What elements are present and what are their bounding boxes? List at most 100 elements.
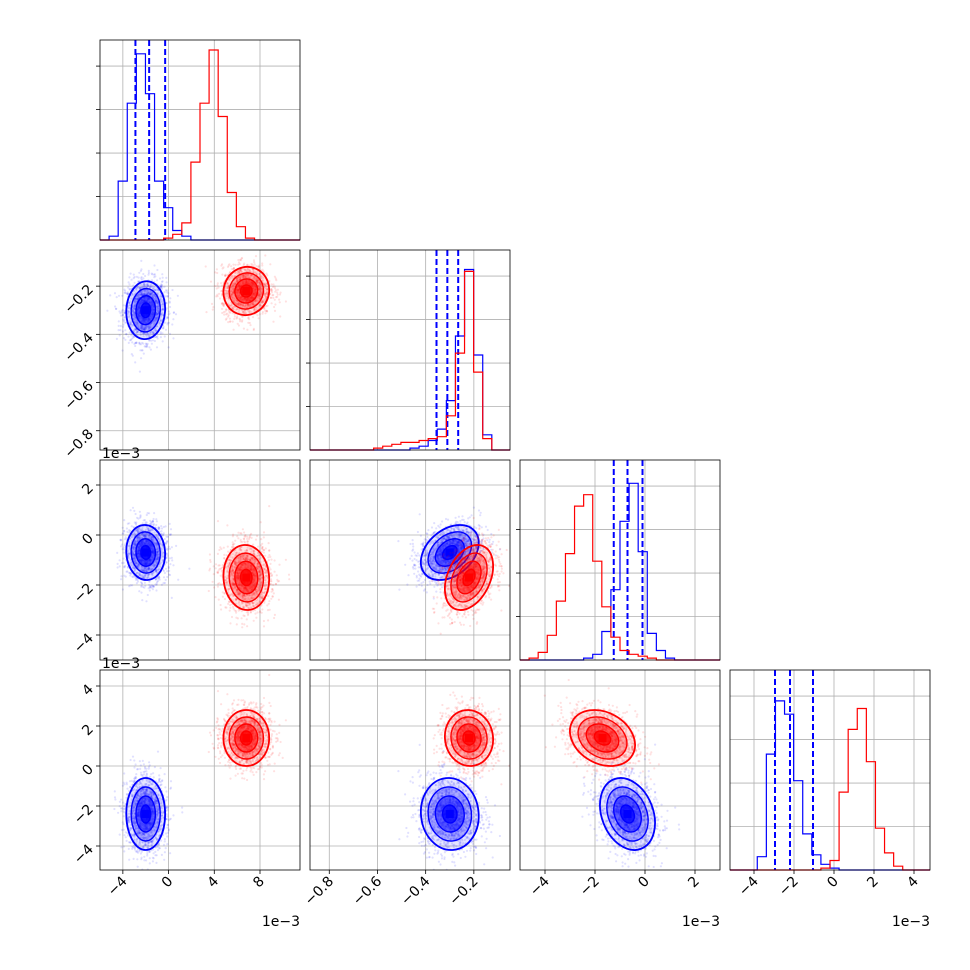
scatter-point (245, 299, 248, 302)
scatter-point (147, 297, 151, 300)
scatter-point (253, 284, 256, 287)
scatter-point (126, 306, 130, 309)
scatter-point (274, 277, 277, 280)
scatter-point (147, 319, 150, 322)
scatter-point (117, 324, 120, 327)
scatter-point (265, 285, 268, 288)
scatter-point (140, 300, 143, 303)
scatter-point (138, 302, 141, 305)
scatter-point (243, 312, 246, 315)
scatter-point (168, 312, 171, 315)
scatter-point (137, 305, 140, 308)
scatter-point (167, 292, 170, 295)
scatter-point (148, 300, 152, 303)
scatter-point (162, 327, 165, 330)
scatter-point (255, 298, 258, 301)
scatter-point (138, 296, 141, 299)
scatter-point (215, 295, 218, 298)
scatter-point (146, 298, 149, 302)
scatter-point (151, 310, 154, 313)
scatter-point (137, 295, 140, 298)
scatter-point (146, 342, 149, 345)
scatter-point (118, 559, 121, 562)
scatter-point (227, 309, 231, 312)
scatter-point (140, 302, 143, 305)
scatter-point (139, 333, 142, 336)
scatter-point (216, 293, 219, 296)
scatter-point (152, 304, 155, 307)
scatter-point (155, 317, 158, 320)
scatter-point (154, 275, 157, 278)
scatter-point (272, 320, 275, 323)
scatter-point (129, 322, 133, 326)
scatter-point (130, 323, 133, 326)
scatter-point (147, 273, 150, 276)
scatter-point (147, 297, 150, 300)
scatter-point (138, 301, 141, 304)
scatter-point (133, 281, 136, 284)
scatter-point (130, 353, 133, 356)
scatter-point (152, 311, 155, 314)
scatter-point (155, 318, 158, 321)
scatter-point (252, 292, 255, 296)
scatter-point (141, 320, 144, 323)
scatter-point (152, 308, 155, 312)
scatter-point (155, 313, 159, 316)
scatter-point (138, 315, 141, 318)
scatter-point (239, 285, 242, 288)
scatter-point (128, 307, 131, 310)
scatter-point (144, 326, 147, 329)
scatter-point (153, 339, 156, 343)
scatter-point (154, 321, 157, 324)
scatter-point (141, 341, 144, 344)
scatter-point (154, 317, 157, 320)
scatter-point (145, 297, 148, 300)
scatter-point (121, 309, 124, 312)
scatter-point (236, 322, 239, 325)
scatter-point (113, 292, 117, 295)
scatter-point (145, 291, 149, 294)
scatter-point (246, 268, 249, 271)
scatter-point (131, 336, 134, 339)
scatter-point (151, 315, 154, 318)
scatter-point (130, 334, 133, 337)
scatter-point (165, 276, 168, 279)
scatter-point (156, 335, 159, 338)
scatter-point (143, 321, 146, 324)
scatter-point (135, 331, 138, 334)
scatter-point (151, 313, 154, 316)
scatter-point (124, 338, 127, 341)
scatter-point (156, 305, 159, 308)
scatter-point (120, 314, 123, 317)
scatter-point (156, 309, 159, 313)
scatter-point (172, 564, 175, 567)
scatter-point (134, 287, 137, 290)
scatter-point (229, 606, 232, 609)
scatter-point (150, 300, 154, 303)
scatter-point (142, 277, 145, 280)
scatter-point (163, 291, 166, 294)
scatter-point (147, 317, 150, 321)
scatter-point (136, 294, 140, 297)
scatter-point (151, 295, 154, 298)
scatter-point (237, 304, 240, 307)
scatter-point (140, 591, 143, 594)
scatter-point (138, 342, 141, 345)
scatter-point (166, 295, 169, 298)
scatter-point (116, 562, 119, 566)
scatter-point (137, 314, 140, 317)
scatter-point (152, 520, 155, 524)
scatter-point (130, 325, 133, 328)
scatter-point (146, 319, 149, 322)
scatter-point (123, 566, 126, 569)
scatter-point (148, 319, 151, 322)
scatter-point (152, 308, 155, 311)
scatter-point (266, 287, 269, 290)
scatter-point (137, 306, 141, 309)
scatter-point (153, 293, 156, 296)
scatter-point (146, 298, 149, 301)
scatter-point (141, 349, 144, 352)
scatter-point (140, 326, 143, 329)
scatter-point (139, 516, 142, 519)
scatter-point (239, 320, 242, 323)
